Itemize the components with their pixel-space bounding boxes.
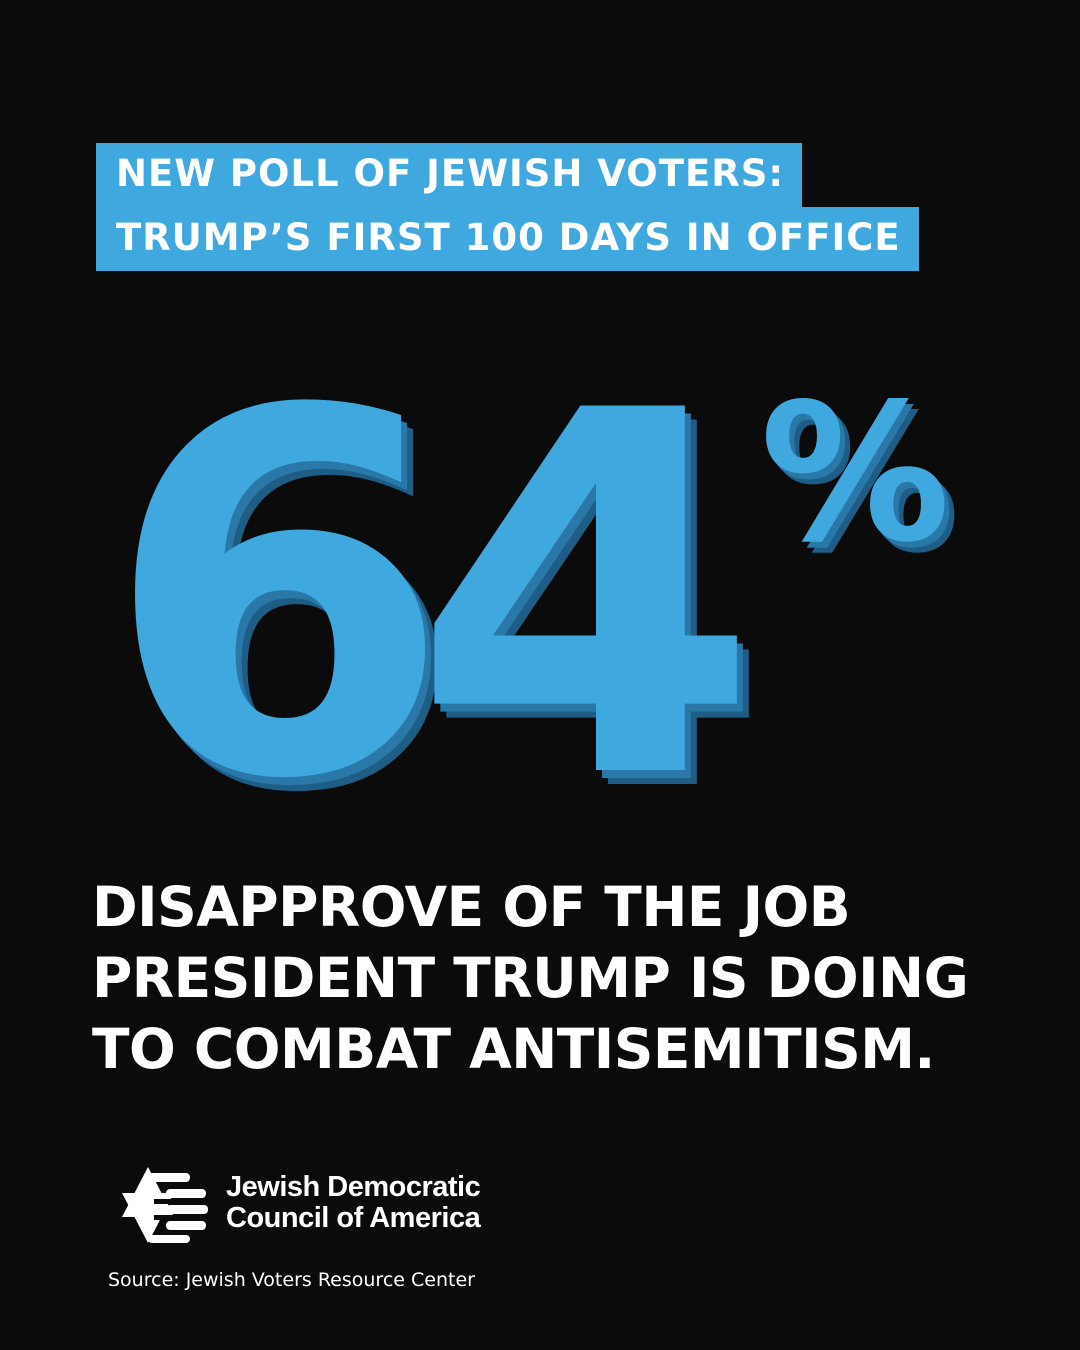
organization-name: Jewish Democratic Council of America <box>226 1171 481 1234</box>
organization-name-line-2: Council of America <box>226 1202 481 1234</box>
stat-number-shadow: 64 <box>110 314 746 820</box>
stat-unit: % <box>760 363 950 584</box>
organization-name-line-1: Jewish Democratic <box>226 1171 481 1203</box>
stat-unit-shadow: % <box>765 369 955 590</box>
headline-line-1: NEW POLL OF JEWISH VOTERS: <box>96 143 803 207</box>
statement-line-1: DISAPPROVE OF THE JOB <box>92 875 851 939</box>
stat-unit-shadow-far: % <box>770 374 960 595</box>
star-of-david-flag-icon <box>122 1167 208 1243</box>
headline-banner: NEW POLL OF JEWISH VOTERS: TRUMP’S FIRST… <box>96 143 919 271</box>
source-citation: Source: Jewish Voters Resource Center <box>108 1269 475 1291</box>
stat-number: 64 <box>104 306 740 820</box>
statement-line-3: TO COMBAT ANTISEMITISM. <box>92 1017 935 1081</box>
stat-number-shadow-far: 64 <box>116 320 752 820</box>
statement-line-2: PRESIDENT TRUMP IS DOING <box>92 946 969 1010</box>
headline-line-2: TRUMP’S FIRST 100 DAYS IN OFFICE <box>96 207 919 271</box>
big-stat-figure: 64 64 64 % % % <box>104 306 960 820</box>
statement-text: DISAPPROVE OF THE JOB PRESIDENT TRUMP IS… <box>92 872 1032 1085</box>
